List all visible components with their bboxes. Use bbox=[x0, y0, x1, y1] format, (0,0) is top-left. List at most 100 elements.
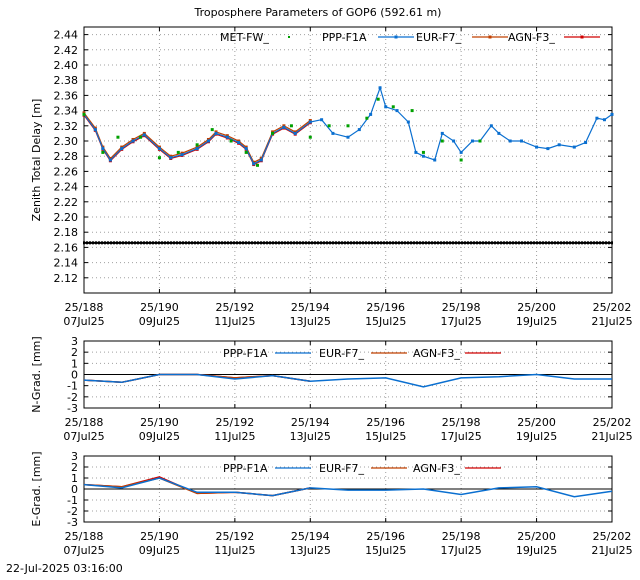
reference-point bbox=[164, 241, 166, 245]
reference-point bbox=[158, 241, 160, 245]
reference-point bbox=[257, 241, 259, 245]
reference-point bbox=[428, 241, 430, 245]
reference-point bbox=[431, 241, 433, 245]
data-point bbox=[142, 133, 146, 137]
reference-point bbox=[98, 241, 100, 245]
reference-point bbox=[269, 241, 271, 245]
reference-point bbox=[449, 241, 451, 245]
reference-point bbox=[302, 241, 304, 245]
legend-label: PPP-F1A bbox=[223, 347, 268, 360]
legend-marker bbox=[488, 35, 492, 39]
reference-point bbox=[176, 241, 178, 245]
data-point bbox=[237, 141, 241, 145]
reference-point bbox=[194, 241, 196, 245]
data-point bbox=[406, 120, 410, 124]
y-tick-label: 2.32 bbox=[54, 120, 79, 133]
footer-timestamp: 22-Jul-2025 03:16:00 bbox=[6, 562, 123, 575]
data-point bbox=[376, 97, 380, 101]
reference-point bbox=[602, 241, 604, 245]
x-tick-label-day: 25/198 bbox=[442, 301, 481, 314]
reference-point bbox=[203, 241, 205, 245]
data-point bbox=[346, 124, 350, 128]
x-tick-label-date: 11Jul25 bbox=[214, 430, 255, 443]
reference-point bbox=[266, 241, 268, 245]
data-point bbox=[470, 139, 474, 143]
data-point bbox=[572, 145, 576, 149]
x-tick-label-day: 25/192 bbox=[216, 530, 255, 543]
y-tick-label: -1 bbox=[67, 380, 78, 393]
reference-point bbox=[377, 241, 379, 245]
y-tick-label: 2.28 bbox=[54, 150, 79, 163]
reference-point bbox=[407, 241, 409, 245]
reference-point bbox=[311, 241, 313, 245]
x-tick-label-day: 25/190 bbox=[140, 416, 179, 429]
data-point bbox=[410, 109, 414, 113]
legend-label: PPP-F1A bbox=[223, 462, 268, 475]
y-tick-label: 2.16 bbox=[54, 241, 79, 254]
data-point bbox=[108, 156, 112, 160]
data-point bbox=[169, 154, 173, 158]
reference-point bbox=[569, 241, 571, 245]
data-point bbox=[293, 131, 297, 135]
reference-point bbox=[167, 241, 169, 245]
legend-marker bbox=[288, 36, 290, 38]
x-tick-label-date: 15Jul25 bbox=[365, 430, 406, 443]
reference-point bbox=[509, 241, 511, 245]
reference-point bbox=[413, 241, 415, 245]
reference-point bbox=[605, 241, 607, 245]
data-point bbox=[255, 163, 259, 167]
x-tick-label-date: 11Jul25 bbox=[214, 544, 255, 557]
data-point bbox=[357, 128, 361, 132]
reference-point bbox=[254, 241, 256, 245]
reference-point bbox=[482, 241, 484, 245]
reference-point bbox=[281, 241, 283, 245]
y-tick-label: -2 bbox=[67, 505, 78, 518]
data-point bbox=[244, 147, 248, 151]
data-point bbox=[195, 143, 199, 147]
reference-point bbox=[392, 241, 394, 245]
data-point bbox=[414, 150, 418, 154]
reference-point bbox=[326, 241, 328, 245]
x-tick-label-day: 25/192 bbox=[216, 416, 255, 429]
data-point bbox=[595, 116, 599, 120]
reference-point bbox=[116, 241, 118, 245]
x-tick-label-date: 09Jul25 bbox=[139, 544, 180, 557]
y-tick-label: 2.38 bbox=[54, 74, 79, 87]
x-tick-label-day: 25/200 bbox=[517, 301, 556, 314]
y-tick-label: 2.36 bbox=[54, 89, 79, 102]
x-tick-label-date: 07Jul25 bbox=[63, 315, 104, 328]
data-point bbox=[82, 111, 86, 115]
reference-point bbox=[608, 241, 610, 245]
reference-point bbox=[554, 241, 556, 245]
reference-point bbox=[518, 241, 520, 245]
reference-point bbox=[290, 241, 292, 245]
data-point bbox=[259, 156, 263, 160]
reference-point bbox=[107, 241, 109, 245]
reference-point bbox=[437, 241, 439, 245]
reference-point bbox=[182, 241, 184, 245]
data-point bbox=[421, 150, 425, 154]
y-tick-label: 2.26 bbox=[54, 165, 79, 178]
reference-point bbox=[389, 241, 391, 245]
reference-point bbox=[224, 241, 226, 245]
reference-point bbox=[197, 241, 199, 245]
x-tick-label-day: 25/200 bbox=[517, 530, 556, 543]
data-point bbox=[271, 131, 275, 135]
y-axis-label: E-Grad. [mm] bbox=[30, 451, 43, 526]
reference-point bbox=[272, 241, 274, 245]
reference-point bbox=[398, 241, 400, 245]
x-tick-label-day: 25/198 bbox=[442, 530, 481, 543]
reference-point bbox=[104, 241, 106, 245]
y-tick-label: 2.12 bbox=[54, 272, 79, 285]
y-tick-label: 2.42 bbox=[54, 44, 79, 57]
reference-point bbox=[350, 241, 352, 245]
reference-point bbox=[332, 241, 334, 245]
data-point bbox=[584, 141, 588, 145]
legend-label: EUR-F7_ bbox=[319, 347, 364, 360]
reference-point bbox=[170, 241, 172, 245]
x-tick-label-date: 19Jul25 bbox=[516, 430, 557, 443]
x-tick-label-day: 25/190 bbox=[140, 301, 179, 314]
y-tick-label: 2.24 bbox=[54, 181, 79, 194]
reference-point bbox=[215, 241, 217, 245]
